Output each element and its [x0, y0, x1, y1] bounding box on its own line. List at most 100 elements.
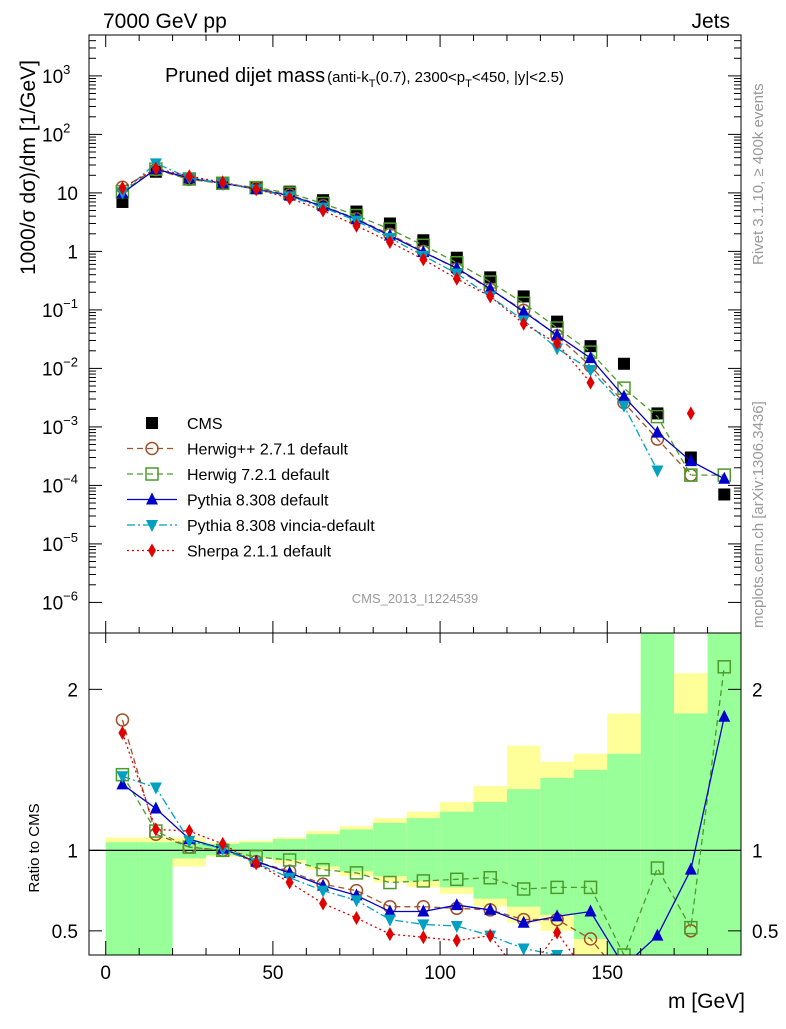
- ratio-point-herwig7: [483, 870, 497, 885]
- ratio-point-vincia: [149, 782, 162, 795]
- data-point-pythia: [651, 425, 664, 438]
- ratio-point-vincia: [183, 835, 196, 848]
- data-point-sherpa: [519, 316, 528, 331]
- ratio-point-sherpa: [352, 910, 361, 925]
- data-point-cms: [617, 357, 630, 370]
- data-point-pythia: [517, 304, 530, 317]
- ratio-point-sherpa: [319, 896, 328, 911]
- upper-y-tick-label: 10−1: [42, 296, 78, 322]
- data-point-sherpa: [486, 289, 495, 304]
- data-point-sherpa: [218, 175, 227, 190]
- upper-series-group: [115, 158, 732, 501]
- ratio-point-sherpa: [452, 933, 461, 948]
- data-point-sherpa: [151, 161, 160, 176]
- ratio-point-pythia: [584, 904, 597, 917]
- uncertainty-band-inner: [540, 777, 574, 915]
- legend-marker: [146, 417, 158, 429]
- upper-y-tick-label: 1: [67, 242, 78, 263]
- data-point-pythia: [684, 454, 697, 467]
- uncertainty-band-inner: [272, 839, 307, 861]
- ratio-point-sherpa: [185, 824, 194, 839]
- ratio-series-group: [115, 660, 732, 955]
- data-point-cms: [517, 290, 530, 303]
- uncertainty-band-inner: [105, 842, 140, 955]
- ratio-point-herwig7: [450, 872, 464, 887]
- data-point-sherpa: [252, 182, 261, 197]
- data-point-sherpa: [385, 234, 394, 249]
- ratio-point-sherpa: [486, 928, 495, 943]
- data-point-herwig7: [650, 409, 665, 424]
- series-herwigpp: [115, 162, 698, 482]
- ratio-axes: 0.5 0.5 1 1 2 2 0 50 100 150: [52, 632, 778, 984]
- uncertainty-band-inner: [674, 713, 708, 955]
- data-point-sherpa: [452, 271, 461, 286]
- ratio-point-herwig7: [617, 948, 631, 955]
- ratio-point-pythia: [718, 709, 731, 722]
- ratio-point-vincia: [450, 921, 463, 934]
- data-point-vincia: [617, 400, 630, 413]
- ratio-series-herwig7: [115, 660, 732, 955]
- series-pythia: [116, 162, 731, 484]
- data-point-sherpa: [285, 191, 294, 206]
- ratio-y-tick-label-right: 2: [752, 680, 763, 701]
- legend-marker: [145, 441, 159, 456]
- series-line-sherpa: [122, 167, 592, 384]
- x-tick-label: 50: [262, 963, 283, 984]
- ratio-point-herwig7: [650, 861, 665, 875]
- ratio-point-vincia: [116, 771, 129, 784]
- data-point-sherpa: [686, 406, 695, 421]
- ratio-point-pythia: [551, 909, 564, 922]
- ratio-point-herwig7: [684, 920, 698, 935]
- legend-entry-cms: CMS: [146, 416, 223, 433]
- upper-y-tick-label: 10: [57, 184, 78, 205]
- uncertainty-band-inner: [707, 633, 741, 955]
- upper-y-axis-label: 1000/σ dσ)/dm [1/GeV]: [17, 60, 40, 275]
- legend-label: Herwig++ 2.7.1 default: [187, 442, 349, 459]
- data-point-pythia: [484, 281, 497, 294]
- data-point-sherpa: [586, 375, 595, 390]
- upper-y-tick-label: 10−3: [42, 413, 78, 439]
- ratio-point-sherpa: [151, 822, 160, 837]
- uncertainty-band-inner: [440, 811, 474, 888]
- data-point-sherpa: [352, 218, 361, 233]
- ratio-point-pythia: [684, 862, 697, 875]
- legend-entry-sherpa: Sherpa 2.1.1 default: [127, 543, 332, 561]
- ratio-y-axis-label: Ratio to CMS: [26, 803, 43, 892]
- legend-marker: [148, 543, 156, 558]
- ratio-point-pythia: [651, 928, 664, 941]
- rivet-label: Rivet 3.1.10, ≥ 400k events: [750, 83, 767, 265]
- legend-entry-herwigpp: Herwig++ 2.7.1 default: [127, 442, 349, 459]
- data-point-cms: [417, 234, 430, 247]
- data-point-pythia: [617, 389, 630, 402]
- data-point-sherpa: [553, 336, 562, 351]
- data-point-sherpa: [419, 252, 428, 267]
- ratio-point-herwigpp: [583, 932, 598, 946]
- upper-y-tick-label: 103: [42, 62, 70, 88]
- ratio-y-tick-label: 0.5: [52, 922, 78, 943]
- header-left: 7000 GeV pp: [103, 10, 227, 33]
- upper-y-tick-label: 10−5: [42, 530, 78, 556]
- ratio-point-herwig7: [717, 660, 732, 674]
- upper-y-tick-label: 10−6: [42, 588, 78, 614]
- series-sherpa: [118, 161, 695, 421]
- ratio-line-vincia: [122, 775, 558, 955]
- legend-label: Pythia 8.308 vincia-default: [187, 518, 375, 535]
- ratio-point-vincia: [350, 895, 363, 908]
- uncertainty-band-inner: [607, 753, 641, 955]
- legend-label: Pythia 8.308 default: [187, 493, 329, 510]
- uncertainty-band-inner: [239, 842, 273, 857]
- uncertainty-band-inner: [640, 633, 675, 955]
- ratio-point-sherpa: [252, 856, 261, 871]
- ratio-point-sherpa: [553, 925, 562, 940]
- upper-axes: 10−6 10−5 10−4 10−3 10−2 10−1 1 10 102 103: [42, 34, 742, 634]
- legend-entry-vincia: Pythia 8.308 vincia-default: [127, 518, 375, 535]
- ratio-point-herwig7: [583, 880, 598, 895]
- legend-marker: [146, 520, 158, 532]
- ratio-point-pythia: [517, 915, 530, 928]
- ratio-point-sherpa: [419, 930, 428, 945]
- legend-label: CMS: [187, 416, 223, 433]
- ratio-point-herwig7: [383, 875, 397, 890]
- data-point-pythia: [584, 351, 597, 364]
- ratio-point-sherpa: [218, 836, 227, 851]
- ratio-point-vincia: [383, 914, 396, 927]
